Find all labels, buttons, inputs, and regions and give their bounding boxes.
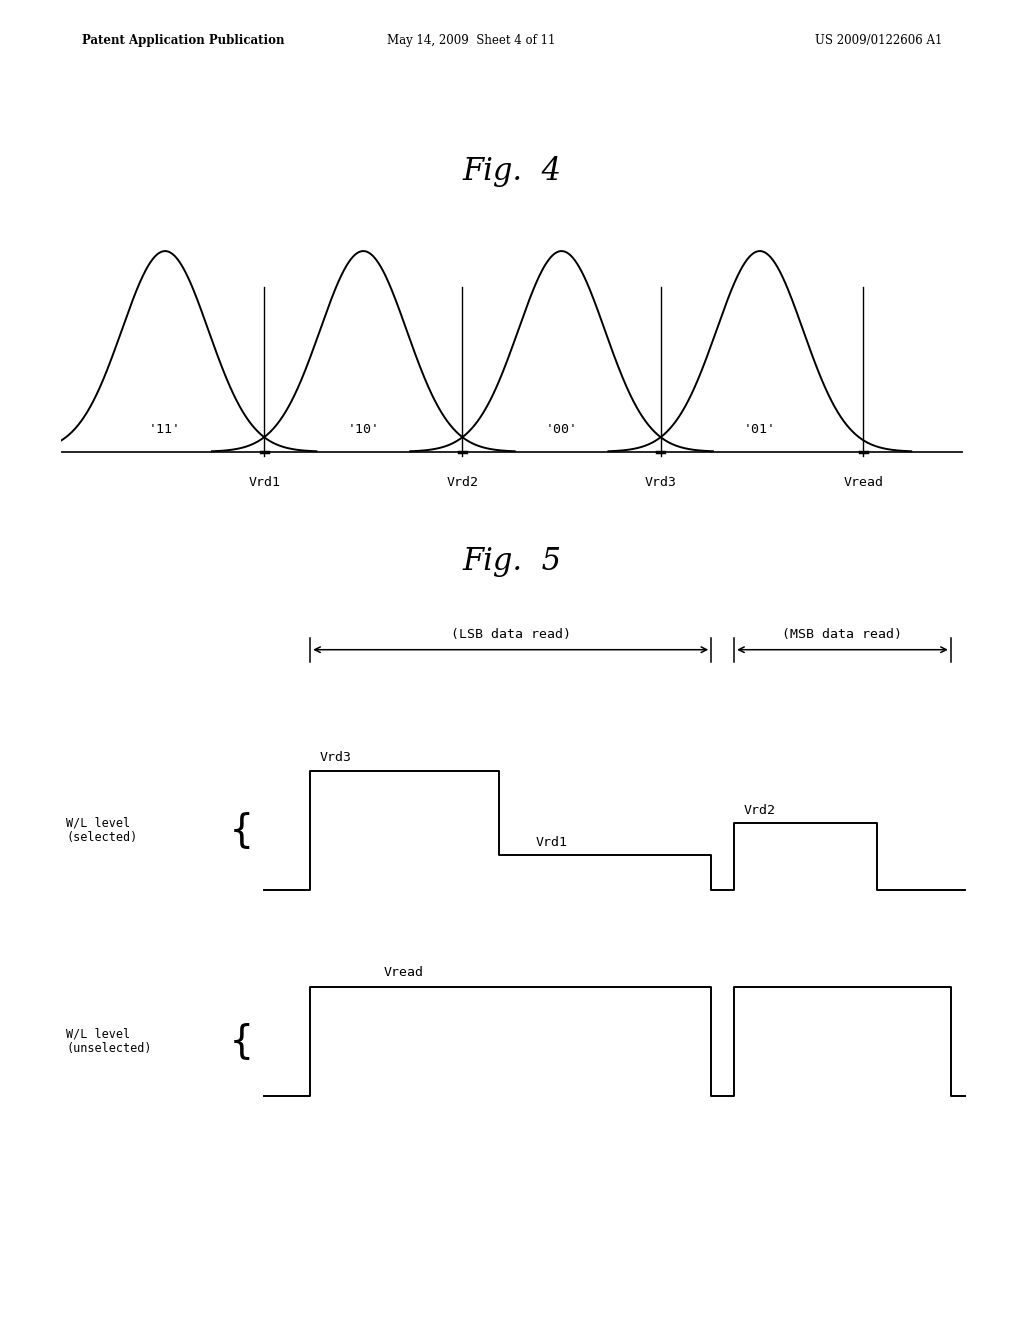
Text: W/L level
(selected): W/L level (selected): [66, 816, 137, 845]
Text: Vread: Vread: [844, 475, 884, 488]
Text: Vread: Vread: [384, 966, 424, 979]
Text: '10': '10': [347, 422, 379, 436]
Text: '00': '00': [546, 422, 578, 436]
Text: Vrd3: Vrd3: [645, 475, 677, 488]
Text: US 2009/0122606 A1: US 2009/0122606 A1: [815, 34, 942, 48]
Text: '01': '01': [743, 422, 776, 436]
Text: Fig.  5: Fig. 5: [463, 545, 561, 577]
Text: Fig.  4: Fig. 4: [463, 156, 561, 187]
Text: {: {: [229, 812, 253, 849]
Text: (MSB data read): (MSB data read): [782, 627, 902, 640]
Text: (LSB data read): (LSB data read): [451, 627, 570, 640]
Text: Vrd1: Vrd1: [248, 475, 281, 488]
Text: May 14, 2009  Sheet 4 of 11: May 14, 2009 Sheet 4 of 11: [387, 34, 555, 48]
Text: Vrd3: Vrd3: [319, 751, 351, 764]
Text: Vrd2: Vrd2: [446, 475, 478, 488]
Text: '11': '11': [150, 422, 181, 436]
Text: W/L level
(unselected): W/L level (unselected): [66, 1027, 152, 1056]
Text: Vrd1: Vrd1: [537, 836, 568, 849]
Text: Vrd2: Vrd2: [743, 804, 775, 817]
Text: {: {: [229, 1023, 253, 1060]
Text: Patent Application Publication: Patent Application Publication: [82, 34, 285, 48]
